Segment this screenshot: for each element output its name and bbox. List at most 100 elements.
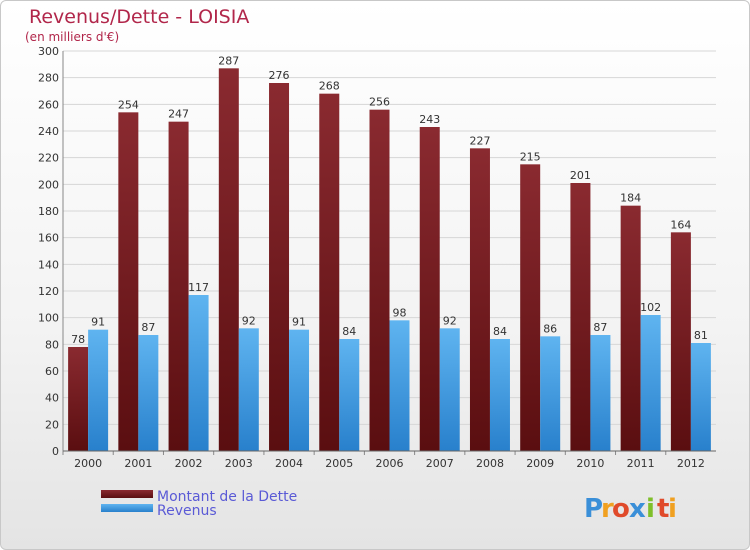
bar-debt (369, 109, 390, 452)
x-tick-label: 2004 (275, 457, 303, 470)
x-tick-label: 2000 (74, 457, 102, 470)
value-label-revenus: 92 (443, 314, 457, 327)
x-axis: 2000 2001 2002 2003 2004 2005 2006 2007 2008 2009… (62, 450, 716, 470)
y-tick-label: 160 (38, 232, 59, 245)
value-label-debt: 201 (570, 169, 591, 182)
value-label-revenus: 117 (188, 281, 209, 294)
bar-debt (620, 205, 641, 451)
x-tick-label: 2002 (175, 457, 203, 470)
bar-debt (118, 112, 139, 451)
bar-debt (570, 183, 591, 451)
x-tick-label: 2007 (426, 457, 454, 470)
value-label-debt: 287 (218, 54, 239, 67)
value-label-debt: 276 (269, 69, 290, 82)
y-tick-label: 60 (45, 365, 59, 378)
value-label-revenus: 87 (593, 321, 607, 334)
bar-debt (419, 127, 440, 451)
bar-revenus (188, 295, 209, 451)
y-tick-label: 180 (38, 205, 59, 218)
value-label-revenus: 91 (292, 316, 306, 329)
x-tick-label: 2005 (325, 457, 353, 470)
y-tick-label: 240 (38, 125, 59, 138)
bar-debt (218, 68, 239, 451)
bar-revenus (690, 343, 711, 451)
proxiti-logo: Pro x i ti (584, 494, 677, 524)
y-tick-label: 280 (38, 72, 59, 85)
value-label-debt: 227 (469, 134, 490, 147)
x-tick-label: 2008 (476, 457, 504, 470)
value-label-revenus: 87 (141, 321, 155, 334)
y-tick-label: 200 (38, 178, 59, 191)
y-tick-label: 100 (38, 312, 59, 325)
value-label-debt: 247 (168, 108, 189, 121)
bar-debt (469, 148, 490, 452)
bar-debt (68, 347, 89, 451)
chart-subtitle: (en milliers d'€) (25, 30, 119, 44)
legend-label-revenus: Revenus (157, 503, 217, 519)
x-tick-label: 2009 (526, 457, 554, 470)
legend: Montant de la Dette Revenus (101, 489, 297, 519)
value-label-revenus: 84 (493, 325, 507, 338)
value-label-debt: 78 (71, 333, 85, 346)
bar-revenus (389, 320, 410, 451)
value-label-debt: 164 (670, 218, 691, 231)
y-tick-label: 220 (38, 152, 59, 165)
value-label-debt: 215 (520, 150, 541, 163)
x-tick-label: 2006 (376, 457, 404, 470)
value-label-revenus: 91 (91, 316, 105, 329)
logo-letter: i (646, 494, 655, 524)
bar-revenus (138, 335, 159, 451)
chart-title: Revenus/Dette - LOISIA (29, 6, 249, 28)
value-label-revenus: 81 (694, 329, 708, 342)
legend-swatch-revenus (101, 504, 153, 512)
legend-label-debt: Montant de la Dette (157, 489, 297, 505)
y-tick-label: 300 (38, 45, 59, 58)
bar-revenus (289, 329, 310, 451)
bar-revenus (439, 328, 460, 451)
logo-letter: r (601, 494, 614, 524)
logo-letter: o (612, 494, 630, 524)
bar-revenus (640, 315, 661, 451)
bar-revenus (489, 339, 510, 451)
y-tick-label: 80 (45, 338, 59, 351)
x-tick-label: 2003 (225, 457, 253, 470)
logo-letter: P (584, 494, 603, 524)
y-tick-label: 40 (45, 392, 59, 405)
bar-debt (520, 164, 541, 452)
y-tick-label: 260 (38, 98, 59, 111)
x-tick-label: 2012 (677, 457, 705, 470)
logo-letter: t (657, 494, 669, 524)
value-label-debt: 254 (118, 98, 139, 111)
logo-letter: x (629, 494, 646, 524)
value-label-revenus: 86 (543, 322, 557, 335)
x-tick-label: 2011 (627, 457, 655, 470)
value-label-revenus: 98 (393, 306, 407, 319)
bar-debt (269, 83, 290, 451)
value-label-debt: 268 (319, 80, 340, 93)
y-axis: 0 20 40 60 80 100 120 140 160 180 200 220 240 260 280 3… (38, 45, 64, 458)
bar-revenus (540, 336, 561, 451)
value-label-debt: 243 (419, 113, 440, 126)
value-label-debt: 256 (369, 96, 390, 109)
bars: 78 91 254 87 247 117 287 92 276 91 268 84 256 98 243 92… (68, 54, 711, 452)
bar-revenus (590, 335, 611, 451)
value-label-debt: 184 (620, 192, 641, 205)
logo-letter: i (668, 494, 677, 524)
y-tick-label: 0 (52, 445, 59, 458)
bar-revenus (339, 339, 360, 451)
y-tick-label: 120 (38, 285, 59, 298)
bar-debt (168, 121, 189, 452)
bar-revenus (88, 329, 109, 451)
x-tick-label: 2010 (576, 457, 604, 470)
value-label-revenus: 84 (342, 325, 356, 338)
legend-swatch-debt (101, 490, 153, 498)
y-tick-label: 20 (45, 418, 59, 431)
bar-revenus (238, 328, 259, 451)
bar-debt (670, 232, 691, 451)
value-label-revenus: 92 (242, 314, 256, 327)
x-tick-label: 2001 (124, 457, 152, 470)
value-label-revenus: 102 (640, 301, 661, 314)
bar-debt (319, 93, 340, 452)
